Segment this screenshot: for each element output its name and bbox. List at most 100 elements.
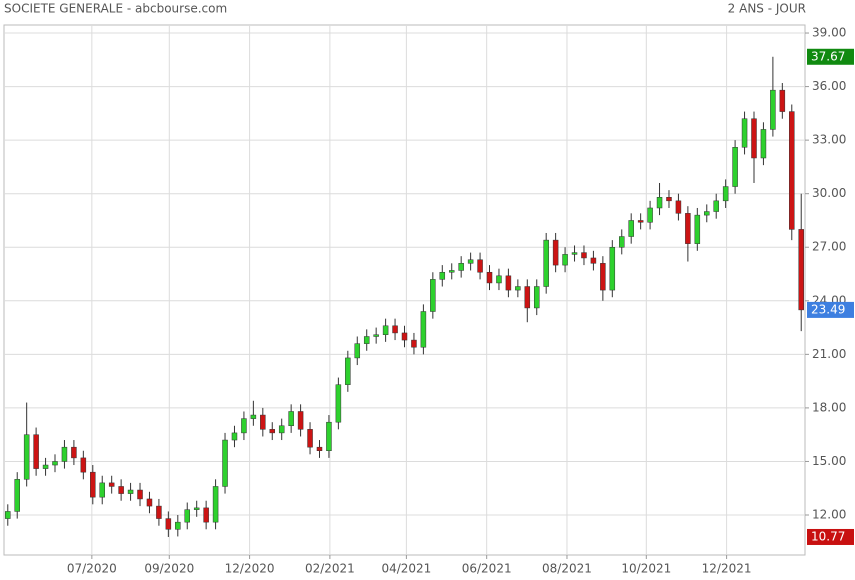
candle-body — [543, 239, 549, 287]
period-label: 2 ANS - JOUR — [728, 2, 806, 16]
candle-body — [165, 518, 172, 530]
candle-body — [278, 425, 285, 434]
x-tick-label: 04/2021 — [381, 562, 431, 576]
candle-body — [137, 489, 143, 500]
candle-body — [704, 211, 710, 216]
price-badge — [807, 528, 854, 545]
candle-body — [741, 118, 748, 148]
y-tick-label: 27.00 — [812, 240, 846, 254]
candle-body — [600, 263, 606, 291]
candle-body — [326, 421, 332, 451]
candle-body — [590, 257, 597, 264]
candle-body — [118, 486, 124, 494]
candle-body — [14, 479, 20, 512]
plot-frame — [3, 24, 806, 556]
candle-body — [212, 486, 219, 523]
candle-body — [203, 507, 209, 523]
candle-body — [108, 482, 115, 487]
candle-body — [354, 343, 361, 359]
candle-body — [562, 254, 568, 266]
candle-body — [382, 325, 389, 335]
candle-body — [666, 197, 672, 202]
candle-body — [448, 270, 455, 273]
candle-body — [524, 286, 531, 309]
candle-body — [770, 89, 776, 130]
candle-body — [581, 252, 587, 259]
y-tick-label: 33.00 — [812, 133, 846, 147]
chart-title: SOCIETE GENERALE - abcbourse.com — [4, 2, 227, 16]
x-tick-label: 12/2021 — [702, 562, 752, 576]
candle-body — [486, 271, 493, 284]
candle-body — [307, 429, 313, 448]
candle-body — [99, 482, 105, 498]
candle-body — [458, 263, 464, 271]
y-tick-label: 30.00 — [812, 186, 846, 200]
candle-body — [656, 197, 663, 209]
candle-body — [23, 434, 30, 480]
x-tick-label: 02/2021 — [305, 562, 355, 576]
price-badge — [807, 301, 854, 318]
candle-body — [90, 471, 96, 498]
candle-body — [5, 511, 11, 519]
candle-body — [477, 259, 483, 273]
candle-body — [411, 339, 417, 348]
candle-body — [779, 89, 786, 112]
candle-body — [33, 434, 39, 469]
candle-body — [241, 418, 247, 434]
candle-body — [609, 246, 616, 291]
candle-body — [231, 432, 238, 441]
y-tick-label: 15.00 — [812, 454, 846, 468]
y-tick-label: 36.00 — [812, 79, 846, 93]
price-badge-label: 23.49 — [811, 302, 845, 316]
candle-body — [146, 498, 153, 507]
candle-body — [316, 446, 323, 451]
y-tick-label: 12.00 — [812, 508, 846, 522]
candle-body — [288, 411, 294, 427]
candle-body — [42, 464, 49, 469]
candle-body — [751, 118, 757, 159]
candle-body — [175, 521, 181, 530]
candle-body — [335, 384, 342, 423]
price-badge-label: 37.67 — [811, 49, 845, 63]
candle-body — [732, 147, 738, 187]
x-tick-label: 10/2021 — [621, 562, 671, 576]
x-tick-label: 12/2020 — [225, 562, 275, 576]
candle-body — [420, 311, 427, 348]
candle-body — [363, 336, 370, 344]
y-tick-label: 39.00 — [812, 26, 846, 40]
candle-body — [496, 275, 502, 284]
candle-body — [297, 411, 304, 430]
candle-body — [156, 505, 162, 519]
candle-body — [71, 446, 77, 459]
candle-body — [713, 200, 719, 212]
x-tick-label: 09/2020 — [144, 562, 194, 576]
x-tick-label: 08/2021 — [542, 562, 592, 576]
candle-body — [760, 129, 767, 159]
candle-body — [628, 220, 634, 237]
candle-body — [345, 357, 351, 385]
candle-body — [184, 509, 190, 523]
candle-body — [789, 111, 795, 230]
candle-body — [250, 414, 257, 419]
candle-body — [619, 236, 625, 248]
candle-body — [675, 200, 682, 214]
candle-body — [647, 207, 653, 223]
candle-body — [52, 461, 58, 466]
y-tick-label: 18.00 — [812, 400, 846, 414]
candle-body — [61, 446, 68, 462]
candle-body — [439, 271, 446, 280]
price-badge — [807, 48, 854, 65]
candle-body — [269, 429, 276, 434]
candle-body — [722, 186, 729, 202]
candle-body — [798, 229, 804, 311]
candle-body — [515, 286, 521, 291]
candle-body — [80, 457, 87, 473]
candle-body — [637, 220, 644, 223]
x-tick-label: 07/2020 — [67, 562, 117, 576]
price-badge-label: 10.77 — [811, 529, 845, 543]
candle-body — [430, 279, 436, 312]
candle-body — [222, 439, 228, 487]
candle-body — [552, 239, 559, 266]
